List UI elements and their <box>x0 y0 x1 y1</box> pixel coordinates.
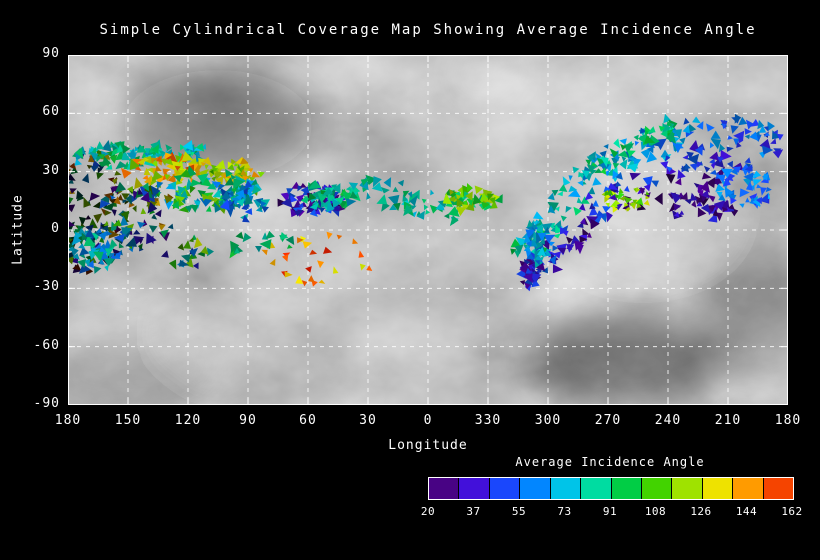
y-tick-label: 30 <box>42 162 60 178</box>
y-tick-label: -30 <box>33 279 60 295</box>
x-tick-label: 210 <box>714 413 742 428</box>
colorbar-segment <box>641 478 672 499</box>
colorbar-tick-label: 55 <box>511 505 527 518</box>
colorbar-segment <box>733 478 763 499</box>
x-tick-label: 300 <box>534 413 562 428</box>
x-tick-label: 240 <box>654 413 682 428</box>
colorbar-segment <box>489 478 520 499</box>
y-tick-label: -60 <box>33 337 60 353</box>
colorbar-tick-label: 37 <box>466 505 481 518</box>
colorbar-segment <box>429 478 459 499</box>
map-plot-area <box>68 55 788 405</box>
map-canvas <box>68 55 788 405</box>
colorbar-segment <box>672 478 702 499</box>
colorbar-segment <box>763 478 794 499</box>
y-axis-title: Latitude <box>10 194 26 265</box>
colorbar-segment <box>702 478 733 499</box>
colorbar-tick-label: 108 <box>644 505 667 518</box>
colorbar-tick-label: 20 <box>420 505 436 518</box>
y-tick-label: -90 <box>33 396 60 411</box>
colorbar-title: Average Incidence Angle <box>515 455 705 469</box>
x-tick-label: 0 <box>423 413 433 428</box>
x-tick-label: 180 <box>774 413 802 428</box>
y-tick-label: 0 <box>51 221 60 236</box>
colorbar-tick-label: 91 <box>602 505 618 518</box>
x-axis-title: Longitude <box>388 438 468 453</box>
y-tick-label: 90 <box>42 46 60 61</box>
axis-ticks <box>68 55 788 405</box>
x-tick-label: 270 <box>594 413 622 428</box>
x-tick-label: 120 <box>174 413 202 428</box>
y-tick-label: 60 <box>42 104 60 120</box>
colorbar-tick-label: 162 <box>781 505 803 518</box>
surface-features <box>68 55 788 405</box>
colorbar-segment <box>581 478 611 499</box>
colorbar-tick-label: 126 <box>690 505 712 518</box>
colorbar-segment <box>520 478 550 499</box>
x-tick-label: 150 <box>114 413 142 428</box>
colorbar-tick-label: 73 <box>557 505 572 518</box>
x-tick-label: 330 <box>474 413 502 428</box>
colorbar <box>428 477 794 500</box>
x-tick-label: 60 <box>299 413 317 428</box>
colorbar-segment <box>611 478 641 499</box>
x-tick-label: 90 <box>239 413 257 428</box>
colorbar-segment <box>550 478 581 499</box>
x-tick-label: 180 <box>54 413 82 428</box>
coverage-triangles <box>68 113 784 292</box>
colorbar-segment <box>459 478 489 499</box>
x-tick-label: 30 <box>359 413 377 428</box>
colorbar-tick-label: 144 <box>735 505 758 518</box>
plot-border <box>68 55 788 405</box>
chart-title: Simple Cylindrical Coverage Map Showing … <box>99 22 757 38</box>
